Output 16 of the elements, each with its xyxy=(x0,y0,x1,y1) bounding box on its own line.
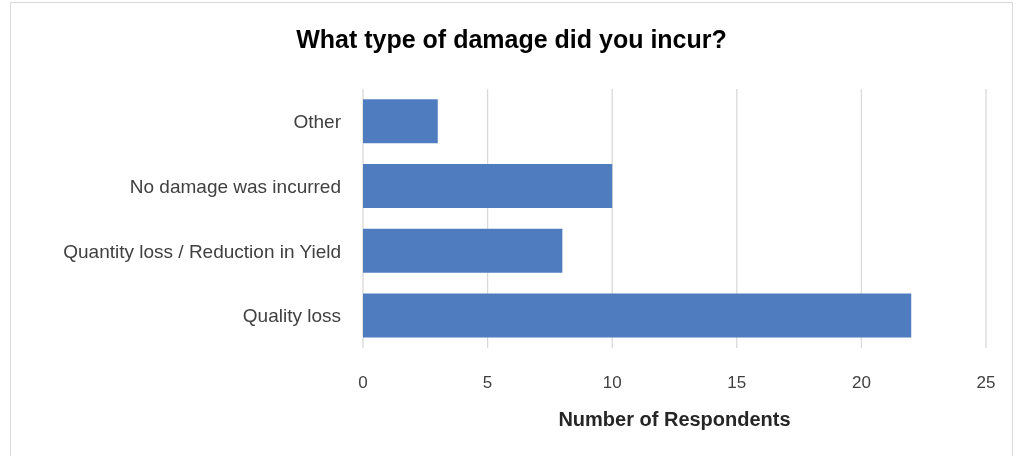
y-tick-label: Other xyxy=(293,111,342,133)
x-tick-label: 10 xyxy=(602,373,622,393)
chart-title: What type of damage did you incur? xyxy=(295,25,728,54)
x-tick-label: 0 xyxy=(358,373,368,393)
y-tick-label: Quality loss xyxy=(242,305,341,327)
x-axis-title: Number of Respondents xyxy=(558,408,791,430)
y-tick-label: Quantity loss / Reduction in Yield xyxy=(63,240,341,262)
bar xyxy=(363,164,613,209)
bar xyxy=(363,293,912,338)
x-tick-label: 5 xyxy=(482,373,493,393)
x-tick-label: 20 xyxy=(851,373,871,393)
bar xyxy=(363,99,438,144)
x-tick-label: 15 xyxy=(727,373,747,393)
x-tick-label: 25 xyxy=(976,373,996,393)
bar xyxy=(363,228,563,273)
y-tick-label: No damage was incurred xyxy=(129,175,341,197)
